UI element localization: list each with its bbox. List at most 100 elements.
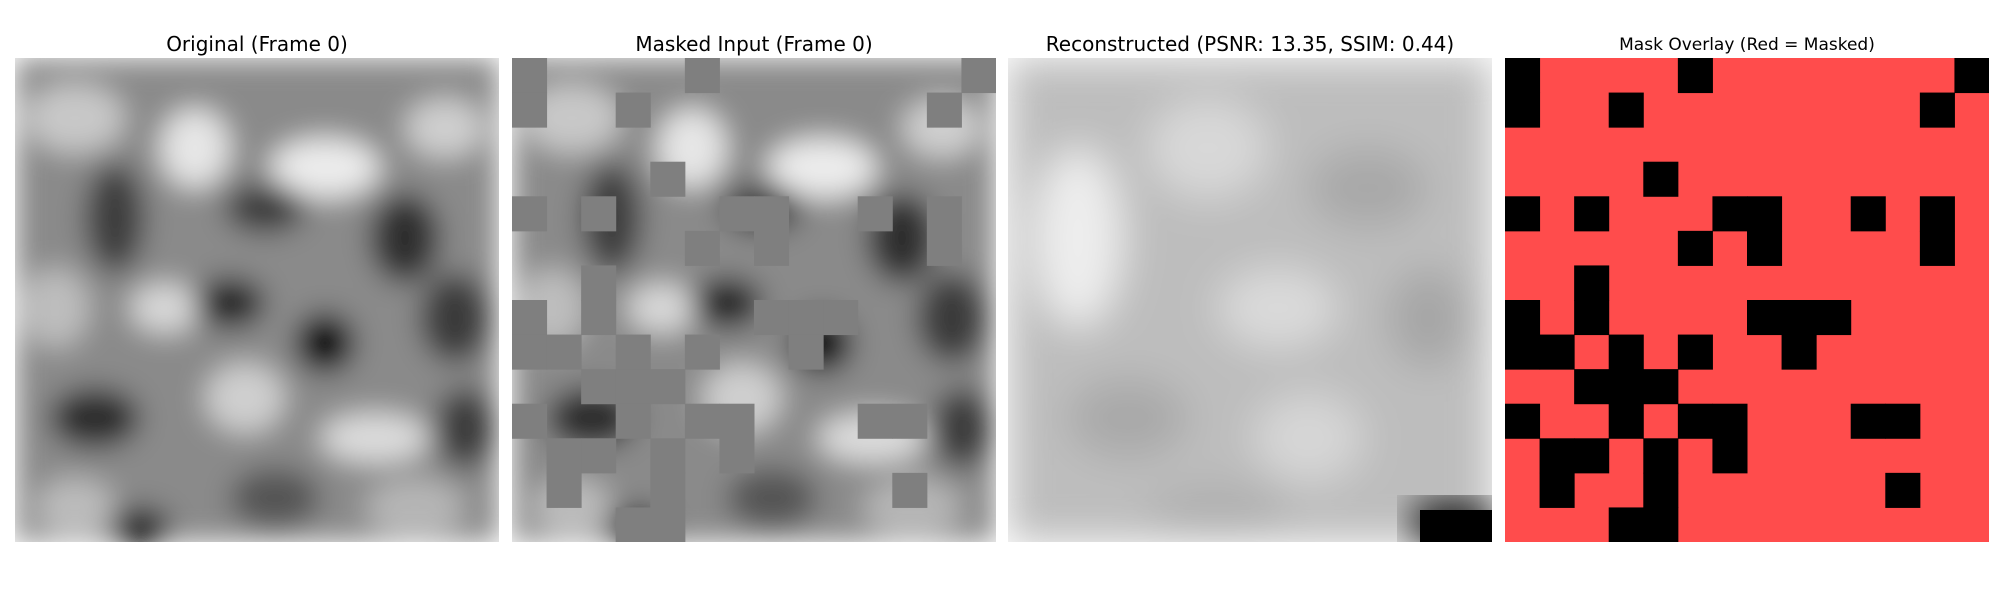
masked-patch bbox=[650, 472, 686, 508]
overlay-patch bbox=[1608, 507, 1644, 542]
masked-patch bbox=[615, 507, 651, 542]
masked-patch bbox=[684, 334, 720, 370]
overlay-patch bbox=[1608, 403, 1644, 439]
panel-reconstructed: Reconstructed (PSNR: 13.35, SSIM: 0.44) bbox=[1008, 0, 1492, 600]
overlay-patch bbox=[1850, 196, 1886, 232]
overlay-patch bbox=[1505, 334, 1541, 370]
reconstructed-image bbox=[1008, 58, 1492, 542]
masked-patch bbox=[512, 196, 548, 232]
overlay-patch bbox=[1539, 334, 1575, 370]
overlay-patch bbox=[1747, 230, 1783, 266]
masked-patch bbox=[788, 334, 824, 370]
masked-patch bbox=[650, 369, 686, 405]
masked-patch bbox=[823, 300, 859, 336]
overlay-patch bbox=[1919, 230, 1955, 266]
masked-patch bbox=[961, 58, 996, 94]
mask-overlay-canvas bbox=[1505, 58, 1989, 542]
overlay-visible-patches bbox=[1505, 58, 1989, 542]
masked-patch bbox=[581, 265, 617, 301]
masked-patch bbox=[512, 300, 548, 336]
overlay-patch bbox=[1747, 196, 1783, 232]
overlay-patch bbox=[1712, 438, 1748, 474]
masked-patch bbox=[719, 438, 755, 474]
masked-patch bbox=[926, 230, 962, 266]
masked-patch bbox=[615, 92, 651, 128]
masked-input-image bbox=[512, 58, 996, 542]
overlay-patch bbox=[1747, 300, 1783, 336]
panel-title: Masked Input (Frame 0) bbox=[635, 32, 873, 56]
masked-patch bbox=[546, 438, 582, 474]
overlay-patch bbox=[1643, 161, 1679, 197]
masked-patch bbox=[512, 403, 548, 439]
masked-patch bbox=[581, 300, 617, 336]
overlay-patch bbox=[1505, 92, 1541, 128]
masked-patch bbox=[581, 196, 617, 232]
overlay-patch bbox=[1608, 369, 1644, 405]
masked-input-canvas bbox=[512, 58, 996, 542]
overlay-patch bbox=[1712, 196, 1748, 232]
overlay-patch bbox=[1677, 58, 1713, 94]
masked-patch bbox=[857, 196, 893, 232]
overlay-patch bbox=[1919, 196, 1955, 232]
masked-patch bbox=[684, 58, 720, 94]
overlay-patch bbox=[1850, 403, 1886, 439]
masked-patch bbox=[754, 196, 790, 232]
masked-patch bbox=[581, 438, 617, 474]
masked-patch bbox=[546, 334, 582, 370]
overlay-patch bbox=[1505, 403, 1541, 439]
masked-patch bbox=[512, 334, 548, 370]
masked-patch bbox=[615, 403, 651, 439]
masked-patch bbox=[650, 438, 686, 474]
panel-title: Reconstructed (PSNR: 13.35, SSIM: 0.44) bbox=[1045, 32, 1455, 56]
masked-patch bbox=[512, 92, 548, 128]
panel-masked-input: Masked Input (Frame 0) bbox=[512, 0, 996, 600]
masked-patch bbox=[615, 369, 651, 405]
overlay-patch bbox=[1539, 438, 1575, 474]
masked-patch bbox=[892, 472, 928, 508]
overlay-patch bbox=[1919, 92, 1955, 128]
masked-patch bbox=[719, 196, 755, 232]
panel-original: Original (Frame 0) bbox=[15, 0, 499, 600]
overlay-patch bbox=[1505, 300, 1541, 336]
overlay-patch bbox=[1539, 472, 1575, 508]
overlay-patch bbox=[1574, 265, 1610, 301]
mask-overlay-image bbox=[1505, 58, 1989, 542]
reconstructed-canvas bbox=[1008, 58, 1492, 542]
overlay-patch bbox=[1643, 369, 1679, 405]
overlay-patch bbox=[1608, 92, 1644, 128]
masked-patch bbox=[857, 403, 893, 439]
masked-patch bbox=[788, 300, 824, 336]
overlay-patch bbox=[1574, 369, 1610, 405]
overlay-patch bbox=[1505, 58, 1541, 94]
overlay-patch bbox=[1885, 403, 1921, 439]
overlay-patch bbox=[1643, 472, 1679, 508]
overlay-patch bbox=[1643, 438, 1679, 474]
masked-patch bbox=[512, 58, 548, 94]
original-image bbox=[15, 58, 499, 542]
masked-patch bbox=[684, 403, 720, 439]
masked-patch bbox=[754, 300, 790, 336]
overlay-patch bbox=[1781, 300, 1817, 336]
overlay-patch bbox=[1574, 196, 1610, 232]
overlay-patch bbox=[1505, 196, 1541, 232]
panel-title: Mask Overlay (Red = Masked) bbox=[1619, 35, 1875, 55]
masked-patch bbox=[650, 507, 686, 542]
masked-patches bbox=[512, 58, 996, 542]
masked-patch bbox=[684, 230, 720, 266]
panel-mask-overlay: Mask Overlay (Red = Masked) bbox=[1505, 0, 1989, 600]
original-image-canvas bbox=[15, 58, 499, 542]
overlay-patch bbox=[1677, 230, 1713, 266]
overlay-patch bbox=[1885, 472, 1921, 508]
masked-patch bbox=[615, 334, 651, 370]
masked-patch bbox=[581, 369, 617, 405]
overlay-patch bbox=[1574, 438, 1610, 474]
overlay-patch bbox=[1677, 403, 1713, 439]
overlay-patch bbox=[1574, 300, 1610, 336]
overlay-patch bbox=[1781, 334, 1817, 370]
overlay-patch bbox=[1712, 403, 1748, 439]
masked-patch bbox=[892, 403, 928, 439]
masked-patch bbox=[754, 230, 790, 266]
masked-patch bbox=[546, 472, 582, 508]
overlay-patch bbox=[1608, 334, 1644, 370]
masked-patch bbox=[719, 403, 755, 439]
